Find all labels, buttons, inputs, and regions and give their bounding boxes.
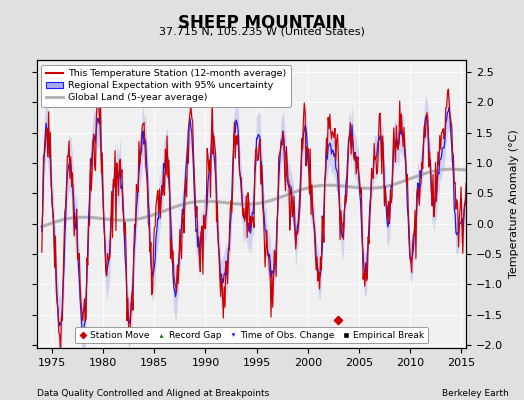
Text: Data Quality Controlled and Aligned at Breakpoints: Data Quality Controlled and Aligned at B… [37,389,269,398]
Y-axis label: Temperature Anomaly (°C): Temperature Anomaly (°C) [509,130,519,278]
Text: SHEEP MOUNTAIN: SHEEP MOUNTAIN [178,14,346,32]
Legend: Station Move, Record Gap, Time of Obs. Change, Empirical Break: Station Move, Record Gap, Time of Obs. C… [75,327,428,344]
Point [334,316,343,323]
Text: 37.715 N, 105.235 W (United States): 37.715 N, 105.235 W (United States) [159,26,365,36]
Text: Berkeley Earth: Berkeley Earth [442,389,508,398]
